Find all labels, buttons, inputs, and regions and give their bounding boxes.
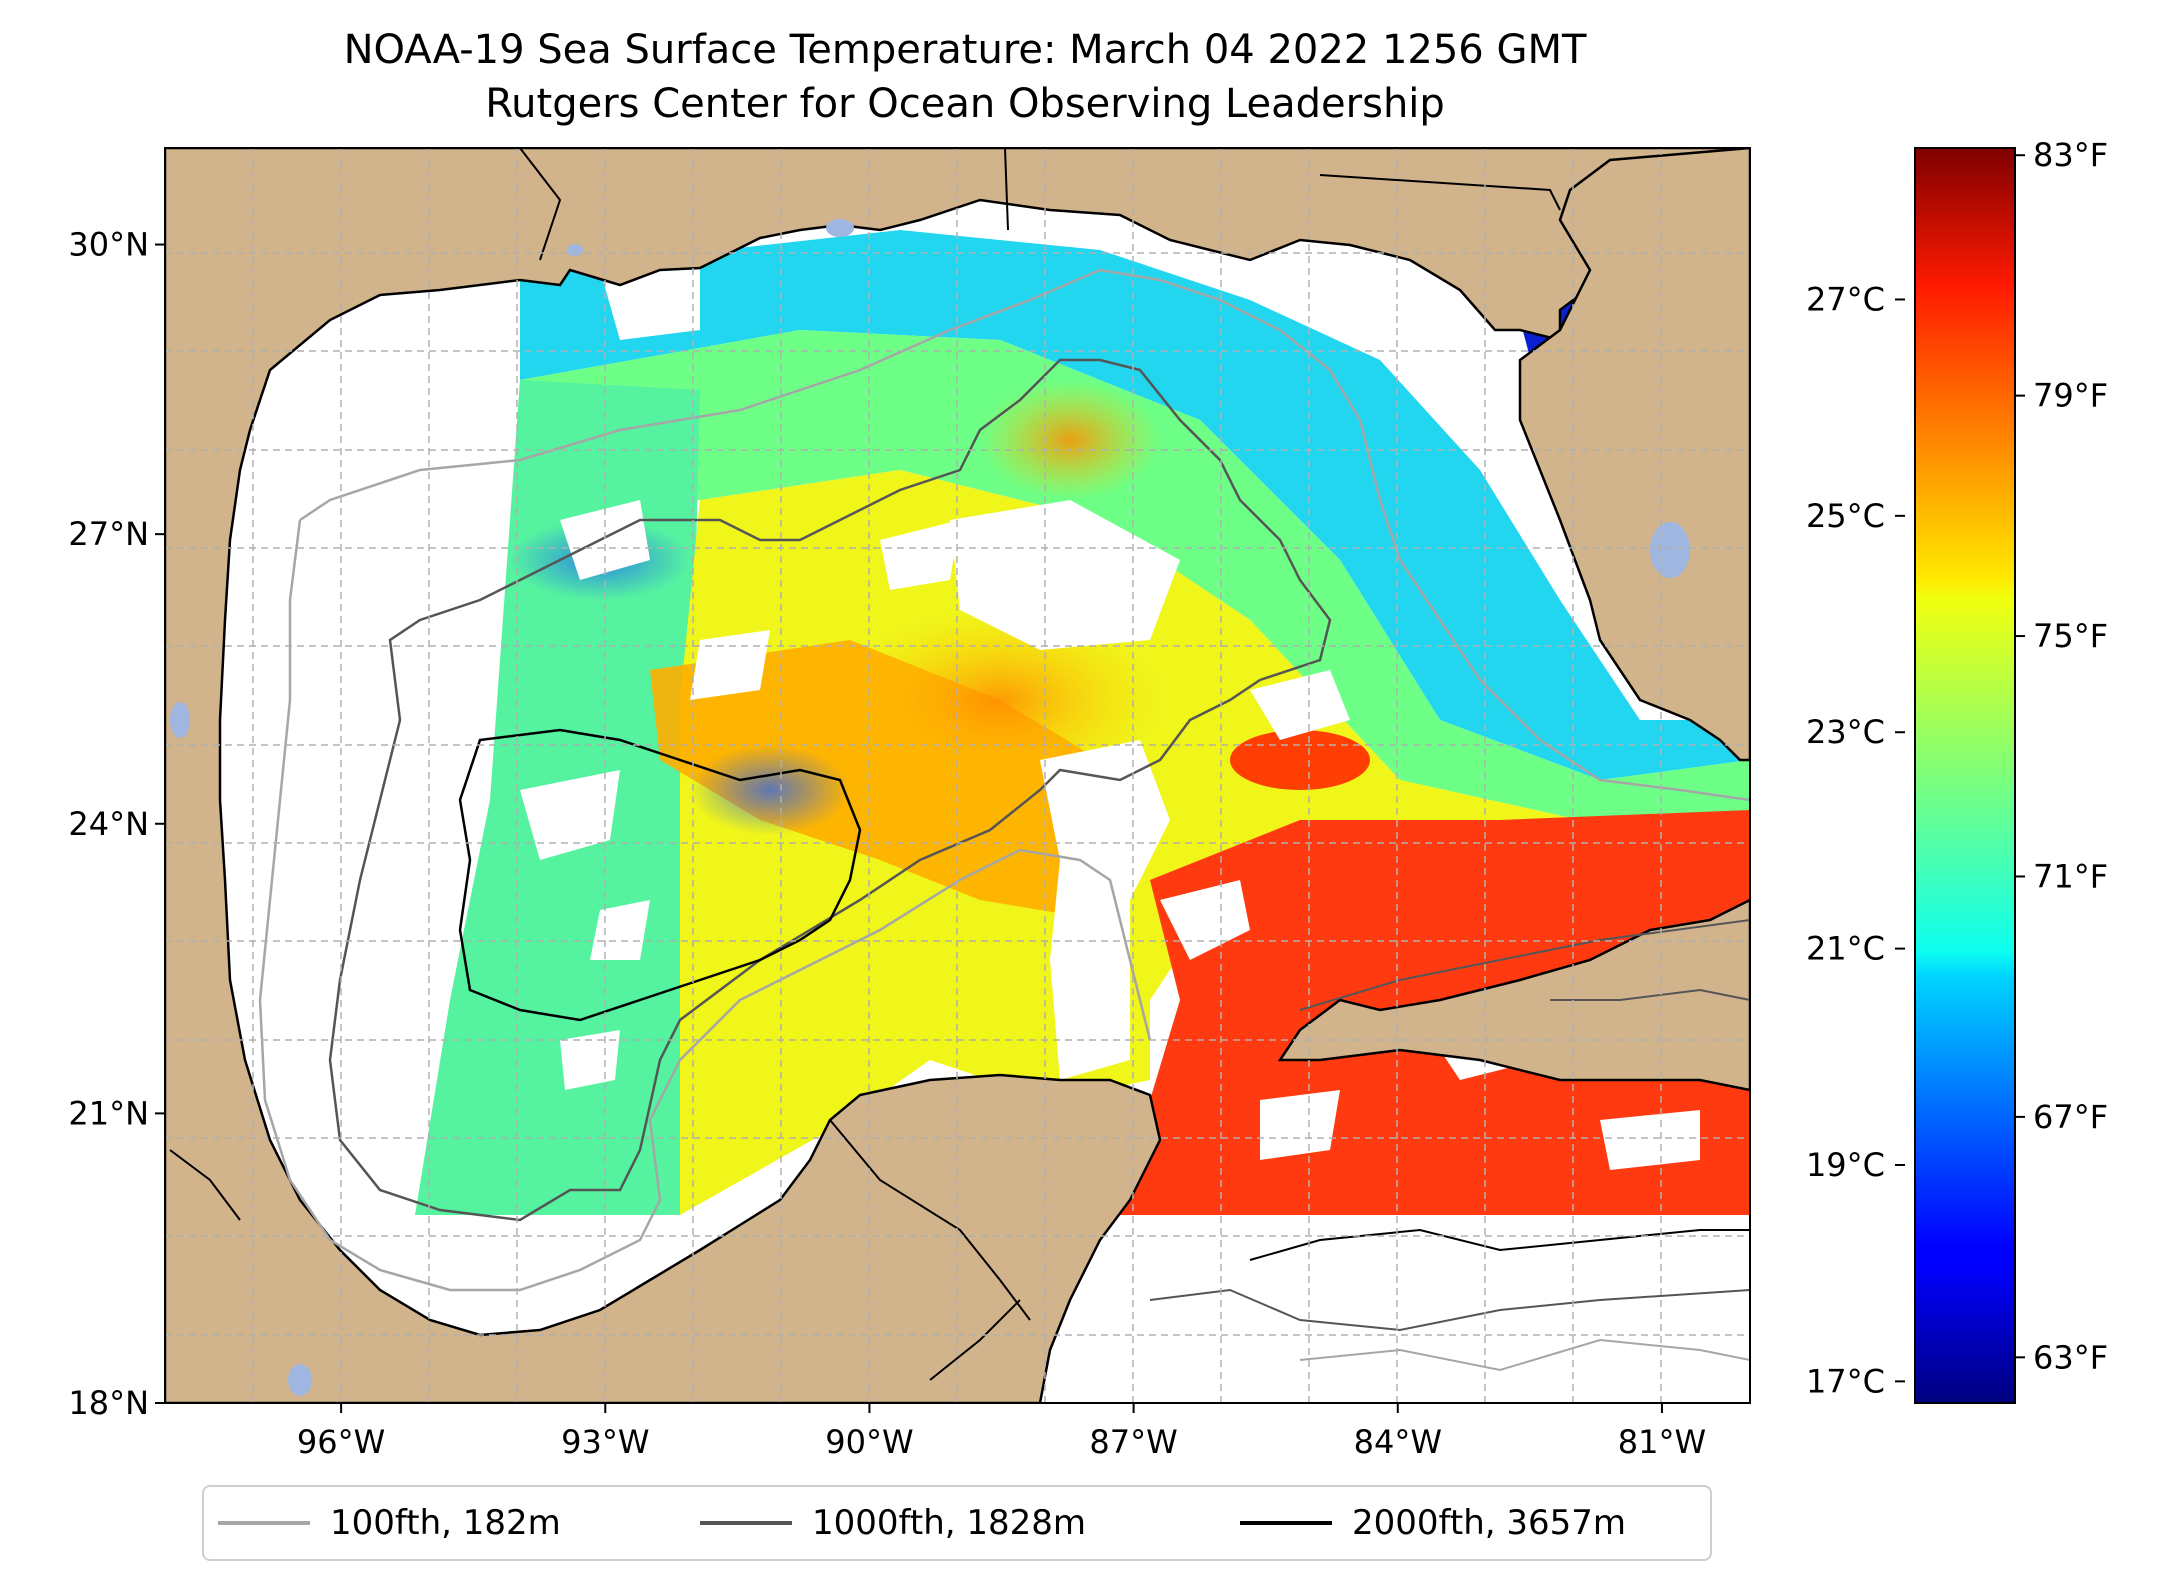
legend-label-1000fth: 1000fth, 1828m	[812, 1503, 1087, 1543]
lakes	[170, 219, 1690, 1396]
map-frame	[164, 147, 1751, 1404]
lat-tick-label: 18°N	[68, 1384, 149, 1422]
lon-tick-label: 81°W	[1618, 1423, 1706, 1461]
fahrenheit-tick-label: 63°F	[2033, 1338, 2108, 1376]
celsius-tick-label: 21°C	[1806, 930, 1885, 968]
celsius-tick-label: 23°C	[1806, 713, 1885, 751]
lon-tick-label: 84°W	[1354, 1423, 1442, 1461]
celsius-tick-label: 19°C	[1806, 1146, 1885, 1184]
legend-item-100fth: 100fth, 182m	[218, 1487, 561, 1559]
colorbar-celsius-axis: 27°C 25°C 23°C 21°C 19°C 17°C	[1806, 280, 1905, 1400]
contour-2000fth	[458, 728, 862, 1022]
map-subtitle: Rutgers Center for Ocean Observing Leade…	[485, 81, 1445, 127]
legend-swatch-100fth	[218, 1521, 310, 1525]
fahrenheit-tick-label: 75°F	[2033, 617, 2108, 655]
celsius-tick-label: 17°C	[1806, 1362, 1885, 1400]
colorbar-fahrenheit-axis: 83°F 79°F 75°F 71°F 67°F 63°F	[2015, 136, 2108, 1376]
contour-1000fth	[328, 358, 1332, 1222]
lon-tick-label: 87°W	[1089, 1423, 1177, 1461]
legend-item-1000fth: 1000fth, 1828m	[700, 1487, 1086, 1559]
gridlines	[165, 148, 1750, 1403]
cloud-mask	[520, 265, 1700, 1170]
bathymetry-contours	[258, 268, 1750, 1372]
celsius-tick-label: 25°C	[1806, 497, 1885, 535]
longitude-axis: 96°W 93°W 90°W 87°W 84°W 81°W	[297, 1403, 1706, 1461]
legend-swatch-1000fth	[700, 1521, 792, 1525]
lon-tick-label: 96°W	[297, 1423, 385, 1461]
fahrenheit-tick-label: 79°F	[2033, 377, 2108, 415]
lat-tick-label: 27°N	[68, 515, 149, 553]
legend-item-2000fth: 2000fth, 3657m	[1240, 1487, 1626, 1559]
lat-tick-label: 30°N	[68, 226, 149, 264]
map-title: NOAA-19 Sea Surface Temperature: March 0…	[343, 27, 1587, 73]
fahrenheit-tick-label: 71°F	[2033, 857, 2108, 895]
colorbar	[1914, 147, 2016, 1404]
bathymetry-legend: 100fth, 182m 1000fth, 1828m 2000fth, 365…	[202, 1485, 1712, 1561]
fahrenheit-tick-label: 67°F	[2033, 1098, 2108, 1136]
lon-tick-label: 93°W	[561, 1423, 649, 1461]
latitude-axis: 30°N 27°N 24°N 21°N 18°N	[68, 226, 165, 1422]
political-boundaries	[169, 148, 1561, 1381]
legend-label-2000fth: 2000fth, 3657m	[1352, 1503, 1627, 1543]
lat-tick-label: 24°N	[68, 805, 149, 843]
fahrenheit-tick-label: 83°F	[2033, 136, 2108, 174]
celsius-tick-label: 27°C	[1806, 280, 1885, 318]
lon-tick-label: 90°W	[825, 1423, 913, 1461]
legend-label-100fth: 100fth, 182m	[330, 1503, 561, 1543]
legend-swatch-2000fth	[1240, 1521, 1332, 1525]
lat-tick-label: 21°N	[68, 1094, 149, 1132]
contour-100fth	[258, 268, 1750, 1292]
